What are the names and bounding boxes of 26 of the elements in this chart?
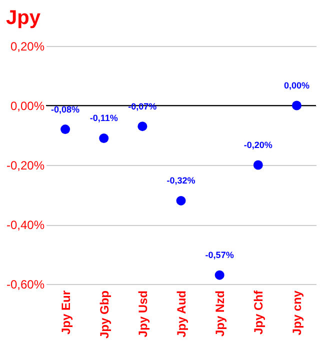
data-label: -0,11% bbox=[90, 113, 118, 124]
data-label: -0,57% bbox=[205, 250, 234, 260]
y-tick-label: -0,60% bbox=[6, 278, 45, 292]
x-tick-label: Jpy Eur bbox=[58, 290, 73, 335]
point bbox=[253, 160, 263, 170]
chart-title: Jpy bbox=[6, 7, 42, 29]
point bbox=[292, 100, 302, 110]
data-label: -0,08% bbox=[51, 104, 80, 114]
point bbox=[99, 133, 109, 143]
x-tick-label: Jpy cny bbox=[290, 290, 304, 336]
x-tick-label: Jpy Nzd bbox=[213, 290, 228, 337]
x-tick-label: Jpy Aud bbox=[174, 290, 188, 338]
y-tick-label: 0,20% bbox=[10, 40, 45, 54]
data-label: -0,32% bbox=[166, 176, 196, 186]
y-tick-label: -0,40% bbox=[6, 218, 45, 232]
point bbox=[138, 122, 148, 132]
y-tick-label: -0,20% bbox=[6, 158, 45, 172]
point bbox=[60, 124, 70, 134]
x-tick-label: Jpy Usd bbox=[136, 290, 150, 338]
point bbox=[214, 270, 224, 280]
data-label: -0,20% bbox=[244, 140, 272, 150]
x-tick-label: Jpy Gbp bbox=[97, 290, 112, 339]
x-tick-label: Jpy Chf bbox=[252, 290, 266, 335]
point bbox=[176, 196, 186, 206]
data-label: 0,00% bbox=[284, 80, 310, 90]
y-tick-label: 0,00% bbox=[10, 99, 45, 113]
